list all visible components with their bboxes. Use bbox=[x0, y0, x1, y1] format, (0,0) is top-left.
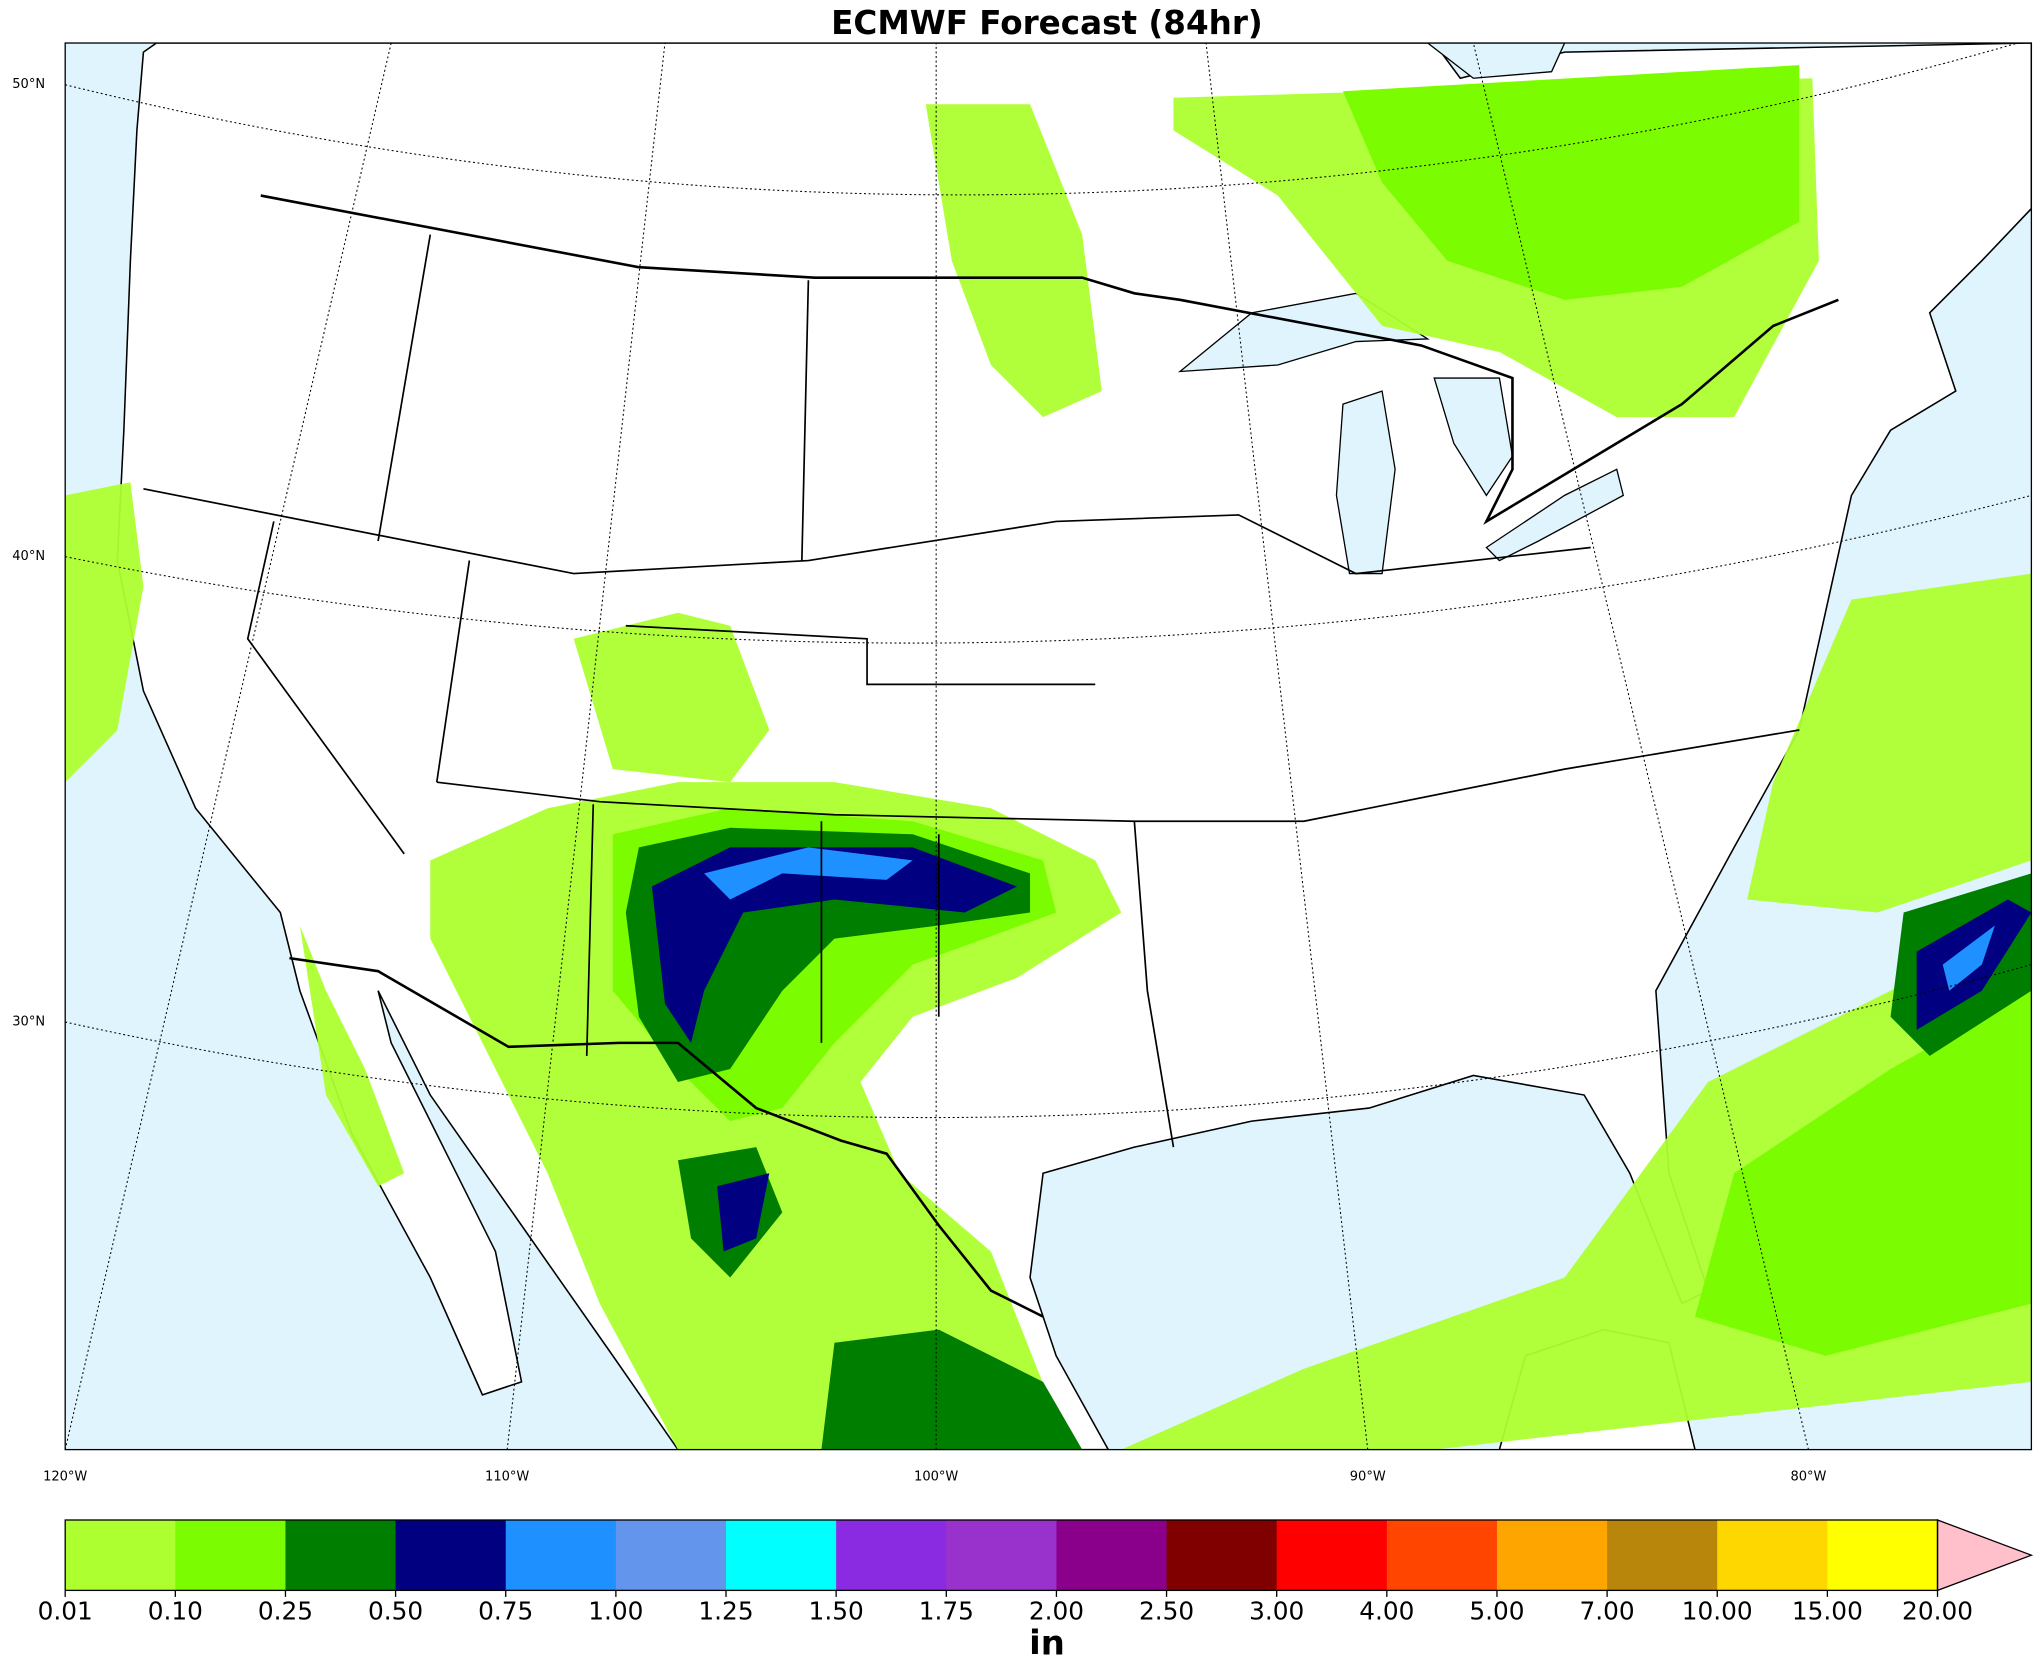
colorbar-bin bbox=[285, 1519, 397, 1591]
colorbar-bin bbox=[615, 1519, 727, 1591]
colorbar-tick-label: 15.00 bbox=[1792, 1597, 1863, 1626]
lat-label: 50°N bbox=[12, 77, 45, 92]
colorbar-bin bbox=[836, 1519, 947, 1591]
colorbar-bin bbox=[175, 1519, 287, 1591]
colorbar-bin bbox=[65, 1519, 176, 1591]
lake-huron bbox=[1433, 377, 1514, 497]
colorbar-tick-label: 1.50 bbox=[809, 1597, 864, 1626]
colorbar-bin bbox=[1276, 1519, 1388, 1591]
lon-label: 120°W bbox=[43, 1469, 87, 1484]
colorbar-tick-label: 5.00 bbox=[1469, 1597, 1524, 1626]
lon-label: 90°W bbox=[1350, 1469, 1386, 1484]
colorbar-tick-label: 20.00 bbox=[1902, 1597, 1973, 1626]
colorbar-unit: in bbox=[1029, 1624, 1065, 1663]
colorbar-bin bbox=[1386, 1519, 1498, 1591]
colorbar-bin bbox=[1827, 1519, 1939, 1591]
colorbar-tick-label: 0.25 bbox=[258, 1597, 313, 1626]
lon-label: 80°W bbox=[1790, 1469, 1826, 1484]
lake-michigan bbox=[1335, 390, 1396, 575]
colorbar-tick-label: 2.00 bbox=[1029, 1597, 1084, 1626]
colorbar-tick-label: 0.10 bbox=[148, 1597, 203, 1626]
colorbar-tick-label: 4.00 bbox=[1359, 1597, 1414, 1626]
colorbar-extend bbox=[1936, 1519, 2034, 1592]
lon-label: 110°W bbox=[485, 1469, 529, 1484]
graticule bbox=[65, 43, 2032, 1450]
colorbar-tick-label: 0.50 bbox=[368, 1597, 423, 1626]
lon-label: 100°W bbox=[914, 1469, 958, 1484]
colorbar-tick-label: 3.00 bbox=[1249, 1597, 1304, 1626]
state-lines bbox=[143, 234, 1800, 1148]
colorbar-bin bbox=[505, 1519, 617, 1591]
colorbar-tick-label: 0.01 bbox=[38, 1597, 93, 1626]
colorbar-tick-label: 1.25 bbox=[698, 1597, 753, 1626]
borders bbox=[260, 194, 1839, 1318]
colorbar-tick-label: 1.75 bbox=[919, 1597, 974, 1626]
colorbar-frame bbox=[64, 1519, 1939, 1592]
colorbar-bin bbox=[1056, 1519, 1168, 1591]
map-frame bbox=[64, 42, 2033, 1451]
map bbox=[65, 43, 2032, 1450]
lat-label: 40°N bbox=[12, 549, 45, 564]
colorbar-bin bbox=[726, 1519, 837, 1591]
colorbar-bin bbox=[395, 1519, 507, 1591]
hudson-bay bbox=[1426, 43, 1566, 79]
colorbar-bin bbox=[1607, 1519, 1718, 1591]
colorbar-bin bbox=[1166, 1519, 1278, 1591]
colorbar-bin bbox=[1717, 1519, 1829, 1591]
colorbar-tick-label: 7.00 bbox=[1580, 1597, 1635, 1626]
lat-label: 30°N bbox=[12, 1015, 45, 1030]
colorbar-bin bbox=[946, 1519, 1058, 1591]
precip-extreme bbox=[704, 847, 1995, 991]
colorbar-tick-label: 10.00 bbox=[1682, 1597, 1753, 1626]
lake-erie-ontario bbox=[1485, 468, 1625, 562]
colorbar-tick-label: 2.50 bbox=[1139, 1597, 1194, 1626]
title: ECMWF Forecast (84hr) bbox=[831, 4, 1263, 42]
colorbar-tick-label: 0.75 bbox=[478, 1597, 533, 1626]
colorbar-bin bbox=[1496, 1519, 1608, 1591]
colorbar-tick-label: 1.00 bbox=[588, 1597, 643, 1626]
